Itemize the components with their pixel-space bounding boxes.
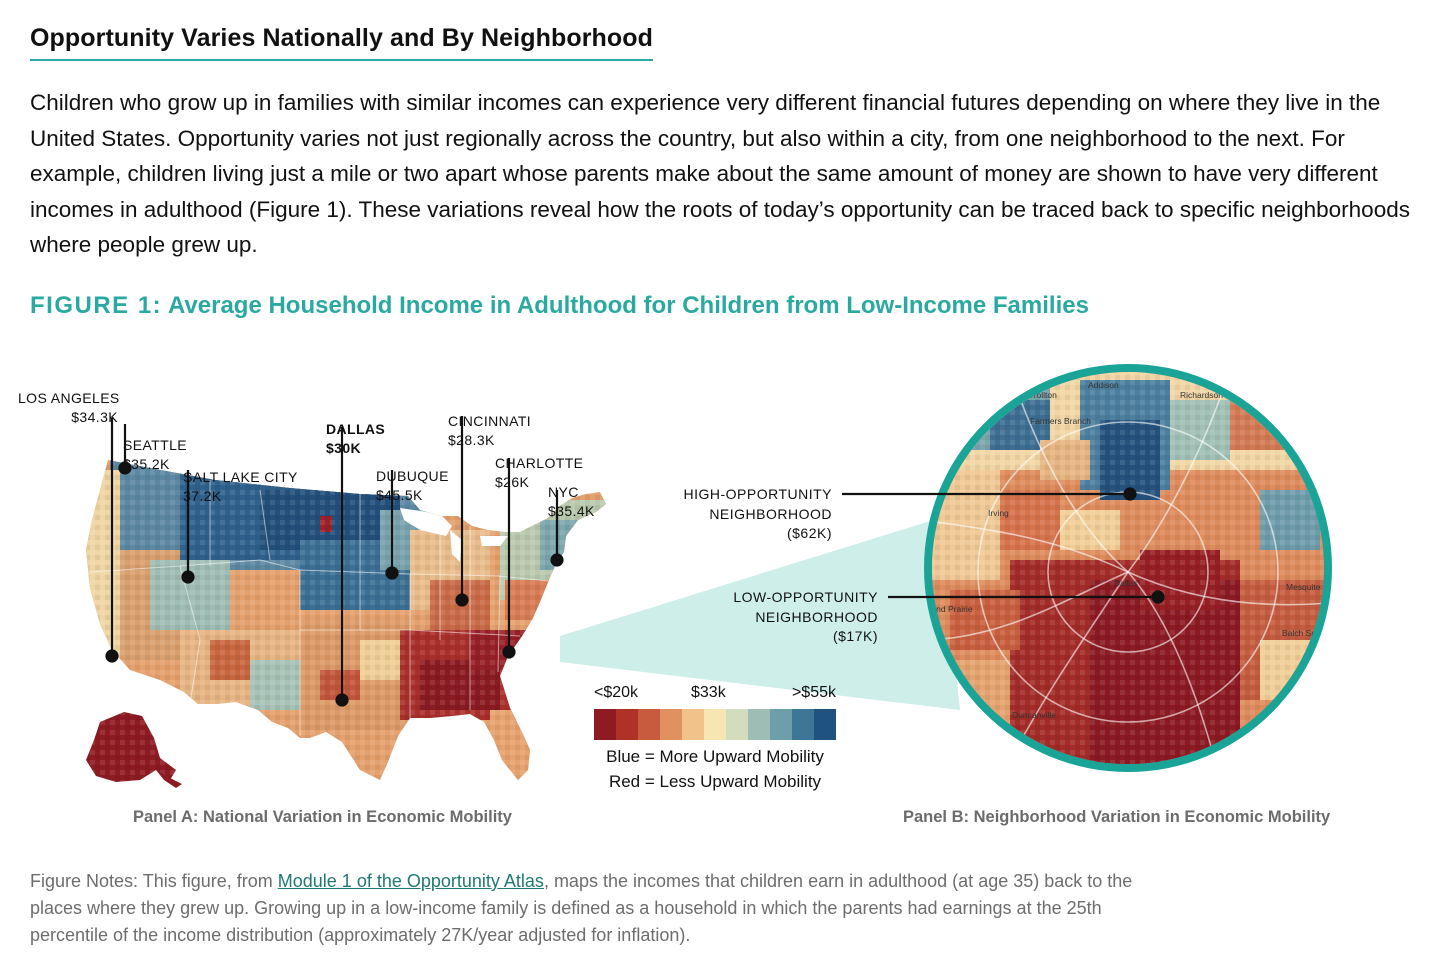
figure-number: FIGURE 1: bbox=[30, 292, 163, 319]
city-name: CHARLOTTE bbox=[495, 455, 584, 471]
place-label: Dallas bbox=[1114, 578, 1138, 588]
figure-maps: Addison Farmers Branch Irving Grand Prai… bbox=[0, 340, 1456, 840]
city-name: DALLAS bbox=[326, 421, 386, 437]
pointer-dot-charlotte bbox=[502, 645, 516, 659]
intro-paragraph: Children who grow up in families with si… bbox=[30, 90, 1410, 257]
opportunity-atlas-link[interactable]: Module 1 of the Opportunity Atlas bbox=[277, 871, 544, 891]
place-label: Mesquite bbox=[1286, 582, 1321, 592]
legend-swatch bbox=[594, 709, 616, 740]
callout-salt-lake-city: SALT LAKE CITY 37.2K bbox=[183, 430, 298, 544]
pointer-dot-seattle bbox=[118, 461, 132, 475]
pointer-dot-dallas bbox=[335, 693, 349, 707]
notes-suffix: , maps the incomes that children earn in… bbox=[30, 871, 1133, 945]
place-label: Addison bbox=[1088, 380, 1119, 390]
legend-low-label: <$20k bbox=[594, 684, 639, 701]
legend-high-label: >$55k bbox=[791, 684, 836, 701]
pointer-dot-salt-lake-city bbox=[181, 570, 195, 584]
figure-title-text: Average Household Income in Adulthood fo… bbox=[167, 292, 1089, 319]
pointer-dot-low-opportunity bbox=[1151, 590, 1165, 604]
legend-mid-label: $33k bbox=[691, 684, 726, 701]
pointer-dot-high-opportunity bbox=[1123, 487, 1137, 501]
legend-swatch bbox=[792, 709, 814, 740]
city-value: $34.3K bbox=[71, 409, 118, 425]
place-label: Balch Springs bbox=[1282, 628, 1334, 638]
neighborhood-pointers bbox=[842, 487, 1165, 604]
city-value: $28.3K bbox=[448, 432, 495, 448]
legend-swatch bbox=[638, 709, 660, 740]
nb-value: ($62K) bbox=[786, 525, 832, 541]
place-label: Grand Prairie bbox=[922, 604, 973, 614]
legend-swatch bbox=[704, 709, 726, 740]
legend-note-red: Red = Less Upward Mobility bbox=[608, 772, 822, 791]
callout-dallas: DALLAS $30K bbox=[326, 382, 385, 496]
city-name: NYC bbox=[548, 484, 579, 500]
legend-swatch bbox=[660, 709, 682, 740]
pointer-dot-los-angeles bbox=[105, 649, 119, 663]
nb-line1: LOW-OPPORTUNITY bbox=[733, 589, 878, 605]
city-name: SALT LAKE CITY bbox=[183, 469, 298, 485]
city-value: $30K bbox=[326, 440, 362, 456]
callout-cincinnati: CINCINNATI $28.3K bbox=[448, 374, 531, 488]
figure-title: FIGURE 1: Average Household Income in Ad… bbox=[30, 292, 1089, 320]
legend-swatch bbox=[814, 709, 836, 740]
city-name: DUBUQUE bbox=[376, 468, 449, 484]
place-label: Irving bbox=[988, 508, 1009, 518]
legend-color-bar bbox=[594, 709, 836, 740]
high-opportunity-label: HIGH-OPPORTUNITY NEIGHBORHOOD ($62K) bbox=[630, 485, 832, 544]
callout-seattle: SEATTLE $35.2K bbox=[123, 398, 187, 512]
place-label: Carrollton bbox=[1020, 390, 1057, 400]
figure-notes: Figure Notes: This figure, from Module 1… bbox=[30, 868, 1140, 949]
low-opportunity-label: LOW-OPPORTUNITY NEIGHBORHOOD ($17K) bbox=[676, 588, 878, 647]
pointer-dot-nyc bbox=[550, 553, 564, 567]
dallas-neighborhood-map: Addison Farmers Branch Irving Grand Prai… bbox=[922, 372, 1334, 764]
legend-swatch bbox=[682, 709, 704, 740]
panel-b-caption: Panel B: Neighborhood Variation in Econo… bbox=[903, 808, 1331, 826]
color-legend: <$20k $33k >$55k Blue = More Upward Mobi… bbox=[594, 684, 836, 794]
place-label: Duncanville bbox=[1012, 710, 1056, 720]
callout-los-angeles: LOS ANGELES $34.3K bbox=[18, 351, 120, 465]
city-value: $45.5K bbox=[376, 487, 423, 503]
legend-ticks: <$20k $33k >$55k bbox=[594, 684, 836, 706]
legend-note: Blue = More Upward Mobility Red = Less U… bbox=[594, 744, 836, 794]
callout-charlotte: CHARLOTTE $26K bbox=[495, 416, 583, 530]
city-value: 37.2K bbox=[183, 488, 222, 504]
city-name: CINCINNATI bbox=[448, 413, 532, 429]
city-value: $26K bbox=[495, 474, 530, 490]
pointer-dot-dubuque bbox=[385, 566, 399, 580]
legend-swatch bbox=[748, 709, 770, 740]
panel-a-caption: Panel A: National Variation in Economic … bbox=[133, 808, 512, 826]
legend-swatch bbox=[770, 709, 792, 740]
nb-value: ($17K) bbox=[832, 628, 878, 644]
nb-line2: NEIGHBORHOOD bbox=[709, 505, 832, 522]
place-label: Richardson bbox=[1180, 390, 1223, 400]
city-name: LOS ANGELES bbox=[18, 390, 120, 406]
pointer-dot-cincinnati bbox=[455, 593, 469, 607]
city-value: $35.4K bbox=[548, 503, 595, 519]
place-label: Farmers Branch bbox=[1030, 416, 1091, 426]
zoom-wedge bbox=[560, 518, 960, 710]
legend-swatch bbox=[726, 709, 748, 740]
nb-line1: HIGH-OPPORTUNITY bbox=[683, 486, 832, 502]
legend-swatch bbox=[616, 709, 638, 740]
callout-dubuque: DUBUQUE $45.5K bbox=[376, 429, 449, 543]
city-name: SEATTLE bbox=[123, 437, 188, 453]
city-value: $35.2K bbox=[123, 456, 170, 472]
nb-line2: NEIGHBORHOOD bbox=[755, 608, 878, 625]
legend-note-blue: Blue = More Upward Mobility bbox=[606, 747, 824, 766]
maps-graphic: Addison Farmers Branch Irving Grand Prai… bbox=[86, 364, 1334, 788]
section-title: Opportunity Varies Nationally and By Nei… bbox=[30, 24, 654, 61]
notes-prefix: Figure Notes: This figure, from bbox=[30, 871, 278, 891]
city-pointers bbox=[105, 416, 564, 707]
callout-nyc: NYC $35.4K bbox=[548, 445, 595, 559]
